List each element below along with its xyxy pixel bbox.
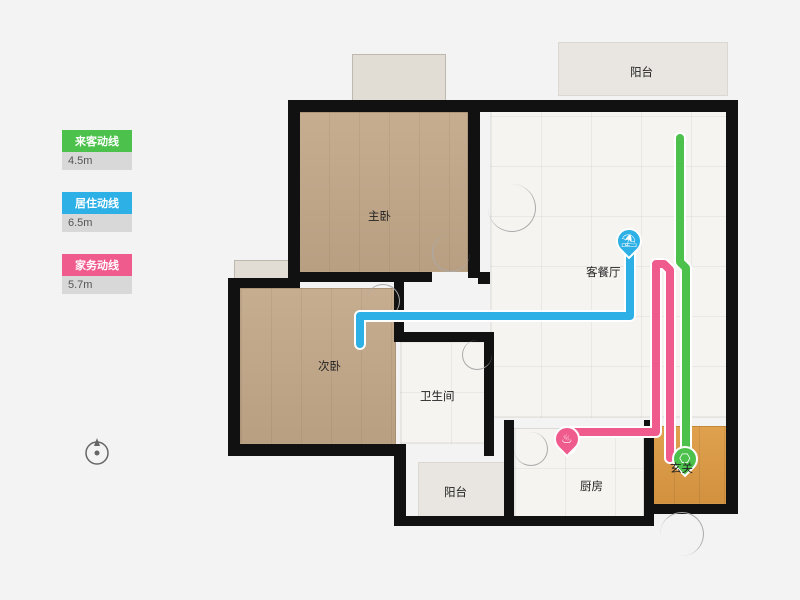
room-label-second_bedroom: 次卧 [318,358,341,374]
door-arc [432,234,470,272]
wall [544,100,556,112]
legend-value: 6.5m [62,214,132,232]
wall [726,100,738,514]
wall [644,504,736,514]
legend-label: 来客动线 [62,130,132,152]
door-arc [366,284,400,318]
door-arc [462,340,492,370]
wall [394,444,406,526]
wall [288,100,300,278]
compass-icon [82,438,112,473]
wall [394,516,514,526]
legend-item-visitor: 来客动线 4.5m [62,130,132,170]
wall [504,516,654,526]
room-label-kitchen: 厨房 [580,478,603,494]
door-arc [514,432,548,466]
room-label-bathroom: 卫生间 [420,388,455,404]
legend-value: 5.7m [62,276,132,294]
floor-plan: ⛱♨⎔ 主卧次卧客餐厅卫生间厨房阳台阳台玄关 [210,28,770,568]
wall [288,100,738,112]
legend-item-living: 居住动线 6.5m [62,192,132,232]
wall [228,444,404,456]
wall [228,278,240,454]
room-living [490,100,728,418]
room-label-living: 客餐厅 [586,264,621,280]
marker-cook: ♨ [554,426,580,460]
room-label-balcony_top: 阳台 [630,64,653,80]
legend-label: 居住动线 [62,192,132,214]
room-label-master_bedroom: 主卧 [368,208,391,224]
room-label-entry: 玄关 [670,460,693,476]
wall [478,100,490,112]
legend-label: 家务动线 [62,254,132,276]
wall [504,420,514,526]
room-label-balcony_bottom: 阳台 [444,484,467,500]
legend-item-chores: 家务动线 5.7m [62,254,132,294]
wall [298,272,432,282]
door-arc [488,184,536,232]
wall [478,272,490,284]
legend: 来客动线 4.5m 居住动线 6.5m 家务动线 5.7m [62,130,132,316]
door-arc [660,512,704,556]
legend-value: 4.5m [62,152,132,170]
marker-bed: ⛱ [616,228,642,262]
